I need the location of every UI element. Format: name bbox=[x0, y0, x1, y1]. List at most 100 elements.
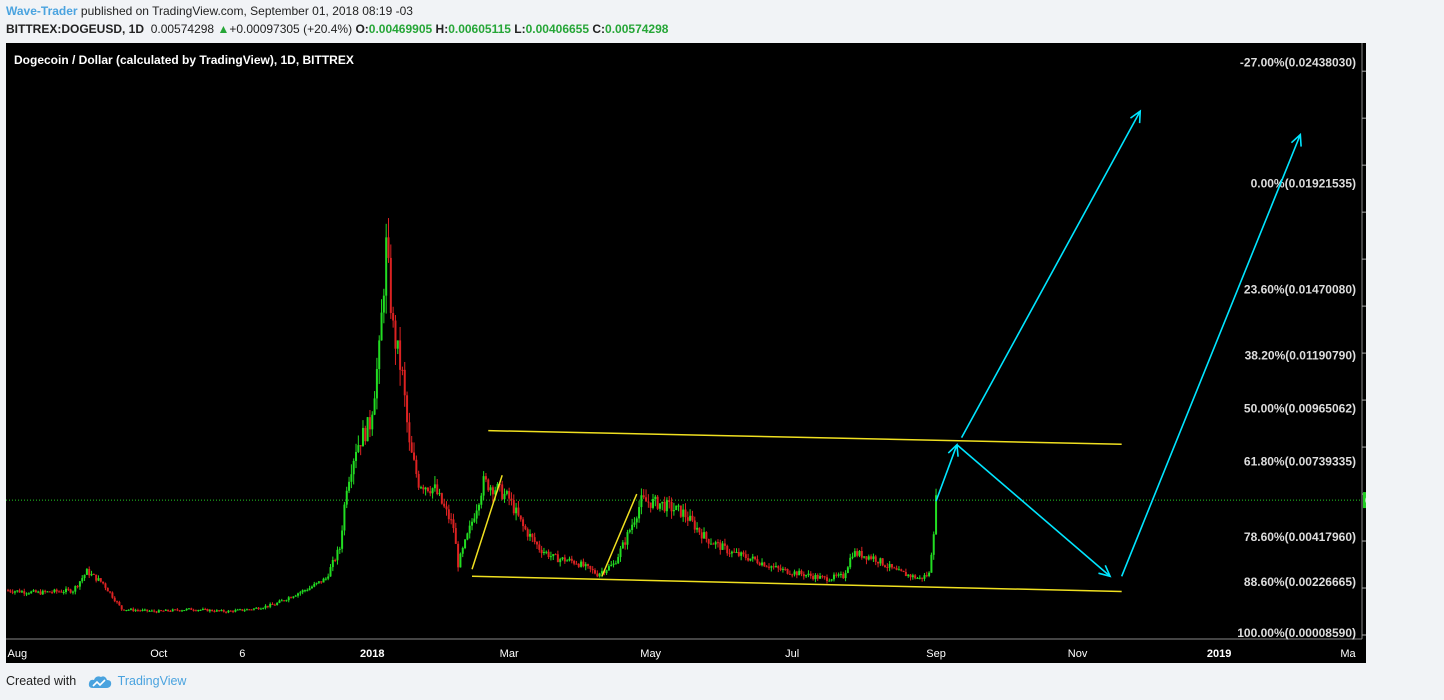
candle-body bbox=[83, 574, 86, 579]
candle-body bbox=[672, 510, 675, 512]
candle-body bbox=[18, 590, 21, 593]
candle-body bbox=[858, 550, 861, 556]
candle-body bbox=[352, 460, 355, 475]
candle-body bbox=[735, 551, 738, 553]
candle-body bbox=[125, 609, 128, 611]
projection-arrow-line bbox=[935, 444, 958, 502]
candle-body bbox=[88, 569, 91, 576]
tradingview-link[interactable]: TradingView bbox=[117, 674, 187, 688]
candle-body bbox=[461, 548, 464, 554]
tradingview-cloud-icon bbox=[88, 676, 111, 688]
candle-body bbox=[132, 608, 135, 611]
candle-body bbox=[257, 607, 260, 610]
candle-body bbox=[375, 369, 378, 399]
candle-body bbox=[394, 320, 397, 349]
candle-body bbox=[141, 609, 144, 611]
candle-body bbox=[102, 581, 105, 584]
candle-body bbox=[239, 609, 242, 611]
candle-body bbox=[693, 520, 696, 530]
author-link[interactable]: Wave-Trader bbox=[6, 4, 78, 18]
candle-body bbox=[433, 484, 436, 489]
candle-body bbox=[923, 575, 926, 579]
candle-body bbox=[686, 517, 689, 521]
candle-body bbox=[232, 610, 235, 612]
candle-body bbox=[396, 340, 399, 349]
candle-body bbox=[812, 575, 815, 580]
candle-body bbox=[357, 445, 360, 452]
candle-body bbox=[754, 556, 757, 560]
created-with-label: Created with bbox=[6, 674, 77, 688]
candle-body bbox=[874, 556, 877, 562]
candle-body bbox=[897, 569, 900, 571]
candle-body bbox=[877, 561, 880, 564]
candle-body bbox=[772, 566, 775, 568]
candle-body bbox=[932, 534, 935, 555]
candle-body bbox=[535, 541, 538, 545]
candle-body bbox=[215, 610, 218, 612]
candle-body bbox=[81, 578, 84, 582]
candle-body bbox=[888, 564, 891, 568]
candle-body bbox=[324, 578, 327, 580]
candle-body bbox=[7, 590, 9, 592]
projection-arrow-head bbox=[1129, 109, 1142, 124]
time-tick-label: Nov bbox=[1068, 648, 1088, 660]
time-tick-label: Aug bbox=[7, 648, 27, 660]
change-value: +0.00097305 (+20.4%) bbox=[229, 22, 353, 36]
candle-body bbox=[136, 610, 139, 612]
candle-body bbox=[645, 497, 648, 502]
candle-body bbox=[331, 560, 334, 568]
candle-body bbox=[155, 611, 158, 613]
candle-body bbox=[164, 609, 167, 611]
candle-body bbox=[445, 506, 448, 510]
candle-body bbox=[723, 543, 726, 546]
candle-body bbox=[712, 543, 715, 545]
candle-body bbox=[547, 551, 550, 557]
candle-body bbox=[682, 509, 685, 517]
candle-body bbox=[707, 539, 710, 544]
candle-body bbox=[802, 574, 805, 577]
candle-body bbox=[614, 563, 617, 565]
candle-body bbox=[921, 577, 924, 579]
candle-body bbox=[109, 591, 112, 593]
projection-arrow-head bbox=[1098, 564, 1112, 578]
candle-body bbox=[577, 563, 580, 567]
candle-body bbox=[290, 597, 293, 599]
candle-body bbox=[389, 257, 392, 313]
candle-body bbox=[234, 610, 237, 612]
candle-body bbox=[484, 476, 487, 480]
candle-body bbox=[730, 551, 733, 554]
candle-body bbox=[76, 586, 79, 588]
candle-body bbox=[624, 542, 627, 545]
candle-body bbox=[222, 610, 225, 612]
candle-body bbox=[338, 548, 341, 550]
candle-body bbox=[355, 451, 358, 461]
candle-body bbox=[587, 564, 590, 566]
candle-body bbox=[505, 491, 508, 494]
candle-body bbox=[236, 609, 239, 611]
candle-body bbox=[819, 576, 822, 579]
candle-body bbox=[143, 609, 146, 611]
price-chart[interactable]: 0.000000000.002000000.004000000.00600000… bbox=[6, 43, 1366, 663]
candle-body bbox=[303, 590, 306, 592]
candle-body bbox=[475, 510, 478, 519]
candle-body bbox=[213, 611, 216, 613]
candle-body bbox=[310, 586, 313, 589]
flag-pole-line bbox=[601, 493, 638, 577]
candle-body bbox=[510, 498, 513, 500]
candle-body bbox=[556, 554, 559, 563]
candle-body bbox=[266, 605, 269, 607]
candle-body bbox=[668, 500, 671, 502]
projection-arrow-line bbox=[960, 110, 1141, 439]
candle-body bbox=[41, 590, 44, 595]
publish-info: published on TradingView.com, September … bbox=[77, 4, 413, 18]
candle-body bbox=[700, 532, 703, 539]
candle-body bbox=[123, 609, 126, 611]
candle-body bbox=[255, 607, 258, 609]
candle-body bbox=[842, 574, 845, 579]
candle-body bbox=[867, 556, 870, 560]
candle-body bbox=[259, 608, 262, 610]
candle-body bbox=[900, 569, 903, 571]
candle-body bbox=[830, 579, 833, 581]
candle-body bbox=[104, 583, 107, 588]
candle-body bbox=[58, 591, 61, 593]
